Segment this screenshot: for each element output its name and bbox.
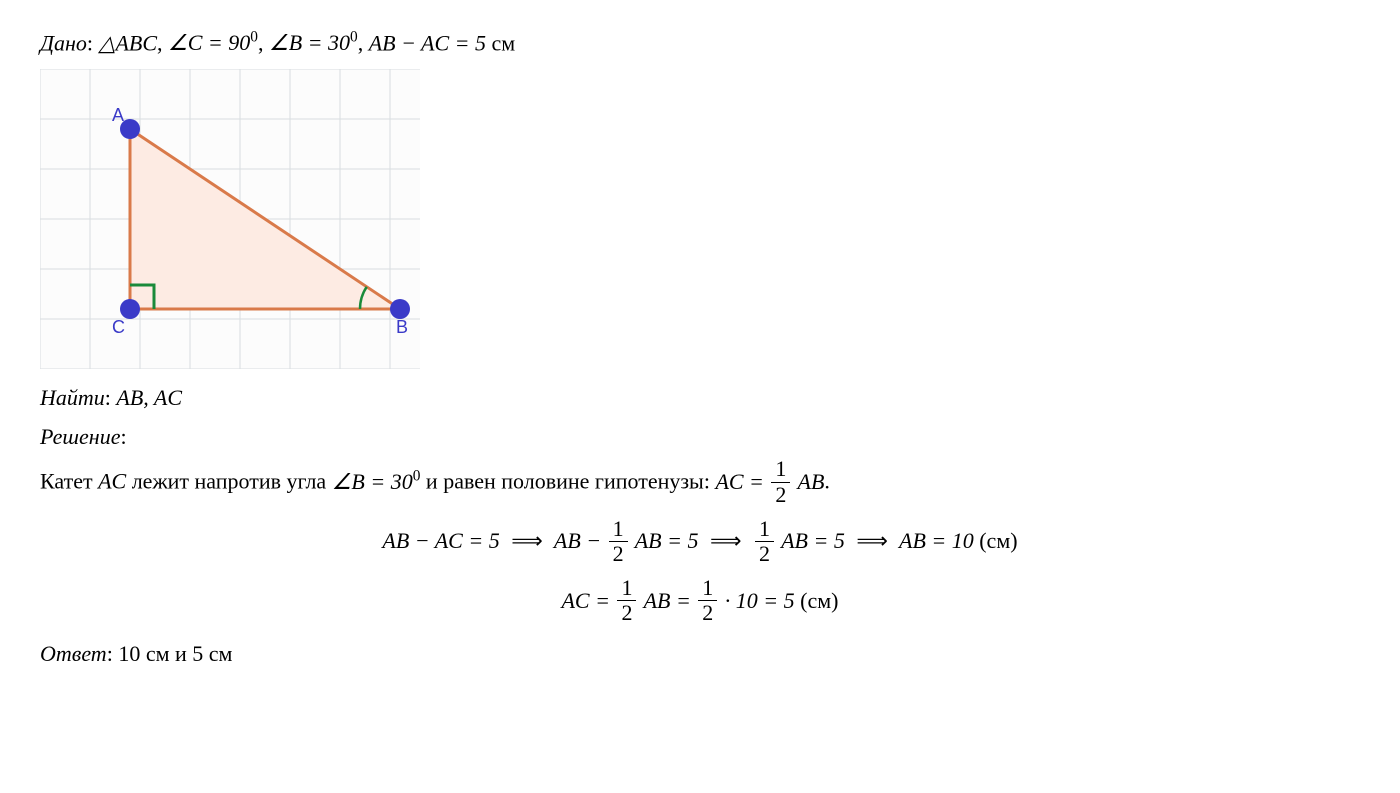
sol-mid1: лежит напротив угла [126, 469, 332, 494]
eq2-times: · 10 = 5 [725, 588, 795, 613]
given-label: Дано [40, 30, 87, 55]
answer-line: Ответ: 10 см и 5 см [40, 637, 1360, 670]
svg-text:B: B [396, 317, 408, 337]
solution-label-line: Решение: [40, 420, 1360, 453]
given-angleB: ∠B = 300 [269, 30, 358, 55]
eq2-mid: AB = [644, 588, 697, 613]
find-label: Найти [40, 385, 105, 410]
answer-label: Ответ [40, 641, 107, 666]
diagram-svg: 30°ABC [40, 69, 420, 369]
sol-pre: Катет [40, 469, 98, 494]
svg-text:A: A [112, 105, 124, 125]
eq1-p3b: AB = 5 [781, 528, 845, 553]
sol-rhs: AC = 12 AB [715, 469, 824, 494]
eq1-p2a: AB − [554, 528, 607, 553]
sol-angleB: ∠B = 300 [332, 469, 421, 494]
eq1-p1: AB − AC = 5 [382, 528, 499, 553]
equation-1: AB − AC = 5 ⟹ AB − 12 AB = 5 ⟹ 12 AB = 5… [40, 519, 1360, 568]
eq2-lhs: AC = [561, 588, 615, 613]
given-line: Дано: △ABC, ∠C = 900, ∠B = 300, AB − AC … [40, 26, 1360, 59]
solution-text: Катет AC лежит напротив угла ∠B = 300 и … [40, 459, 1360, 508]
find-line: Найти: AB, AC [40, 381, 1360, 414]
sol-mid2: и равен половине гипотенузы: [420, 469, 715, 494]
eq1-p2b: AB = 5 [635, 528, 699, 553]
solution-label: Решение [40, 424, 120, 449]
given-unit: см [492, 30, 516, 55]
svg-text:C: C [112, 317, 125, 337]
given-angleC: ∠C = 900 [168, 30, 258, 55]
triangle-diagram: 30°ABC [40, 69, 1360, 375]
given-triangle: △ABC [99, 30, 157, 55]
find-what: AB, AC [116, 385, 182, 410]
eq1-p4: AB = 10 [899, 528, 974, 553]
sol-ac: AC [98, 469, 126, 494]
answer-text: 10 см и 5 см [118, 641, 232, 666]
equation-2: AC = 12 AB = 12 · 10 = 5 (см) [40, 578, 1360, 627]
given-diff: AB − AC = 5 [369, 30, 486, 55]
